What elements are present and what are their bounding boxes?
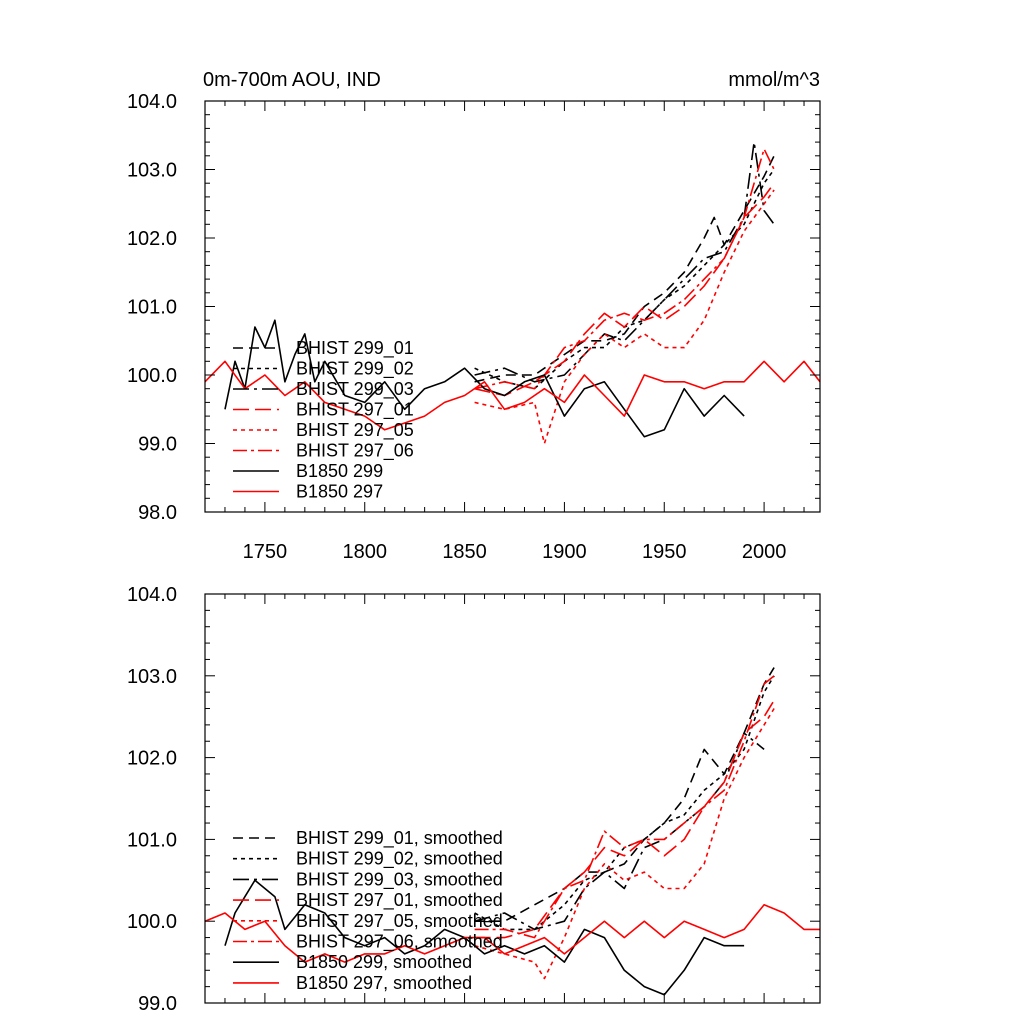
legend-label: BHIST 299_03, smoothed (296, 869, 503, 890)
series-line-1-6 (224, 879, 745, 996)
plot-frame (204, 593, 821, 1004)
y-tick-label: 101.0 (127, 829, 177, 851)
y-tick-label: 102.0 (127, 748, 177, 770)
series-line-1-7 (204, 903, 820, 963)
y-tick-label: 101.0 (127, 297, 177, 319)
y-tick-label: 104.0 (127, 91, 177, 113)
y-tick-label: 98.0 (138, 502, 177, 524)
legend-label: BHIST 299_01, smoothed (296, 828, 503, 849)
series-line-1-2 (474, 732, 765, 931)
y-tick-label: 100.0 (127, 365, 177, 387)
legend-label: B1850 297, smoothed (296, 973, 472, 993)
series-line-0-3 (474, 182, 775, 397)
y-tick-label: 103.0 (127, 666, 177, 688)
legend-label: BHIST 299_02 (296, 359, 414, 380)
legend-label: BHIST 297_06 (296, 441, 414, 462)
series-line-0-0 (474, 155, 775, 383)
x-tick-label: 1850 (442, 541, 487, 563)
y-tick-label: 103.0 (127, 160, 177, 182)
y-tick-label: 100.0 (127, 911, 177, 933)
legend-label: BHIST 297_05, smoothed (296, 911, 503, 932)
series-line-0-6 (224, 319, 745, 438)
x-tick-label: 1750 (243, 541, 288, 563)
series-line-0-2 (474, 141, 775, 383)
y-tick-label: 99.0 (138, 993, 177, 1015)
legend-label: BHIST 297_06, smoothed (296, 932, 503, 953)
y-tick-label: 99.0 (138, 434, 177, 456)
series-line-1-5 (474, 675, 775, 939)
legend-label: BHIST 297_05 (296, 420, 414, 441)
x-tick-label: 1800 (342, 541, 387, 563)
legend-label: B1850 299 (296, 461, 383, 481)
legend-label: B1850 299, smoothed (296, 952, 472, 972)
legend-label: BHIST 297_01, smoothed (296, 890, 503, 911)
series-line-0-5 (474, 148, 775, 390)
legend-label: BHIST 299_02, smoothed (296, 849, 503, 870)
legend-label: BHIST 299_03 (296, 379, 414, 400)
legend-label: BHIST 297_01 (296, 400, 414, 421)
series-line-0-4 (474, 189, 775, 445)
series-line-1-0 (474, 667, 775, 923)
series-line-0-7 (204, 360, 821, 431)
chart-title: 0m-700m AOU, IND (203, 69, 381, 91)
smoothed-chart-panel: 99.0 100.0 101.0 102.0 103.0 104.0 BHIST 299_0… (127, 584, 821, 1015)
x-tick-label: 2000 (742, 541, 787, 563)
legend-label: BHIST 299_01 (296, 338, 414, 359)
y-tick-label: 102.0 (127, 228, 177, 250)
x-tick-label: 1900 (542, 541, 587, 563)
series-line-1-1 (474, 675, 775, 931)
x-tick-label: 1950 (642, 541, 687, 563)
legend-label: B1850 297 (296, 482, 383, 502)
series-line-1-4 (474, 708, 775, 980)
series-line-0-1 (474, 169, 775, 390)
series-line-1-3 (474, 699, 775, 939)
annual-chart-panel: 1750 1800 1850 1900 1950 2000 98.0 99.0 100.0 101… (127, 91, 821, 563)
y-tick-label: 104.0 (127, 584, 177, 606)
units-label: mmol/m^3 (728, 69, 820, 91)
